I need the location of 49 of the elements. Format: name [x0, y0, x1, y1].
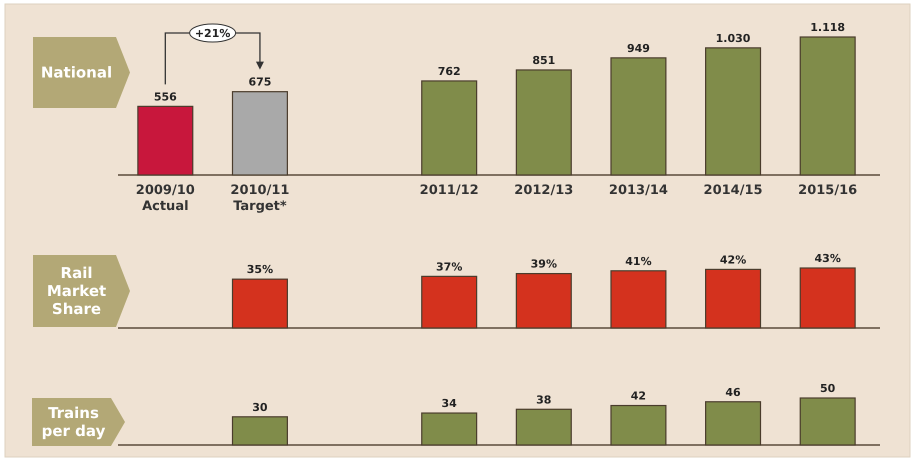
data-label: 675 — [248, 76, 272, 89]
data-label: 949 — [626, 42, 650, 55]
bar — [232, 91, 288, 176]
data-label: 43% — [814, 252, 841, 265]
bar — [610, 404, 666, 446]
data-label: 556 — [154, 90, 178, 104]
bar — [421, 80, 478, 176]
x-tick-label: 2015/16 — [798, 183, 858, 198]
data-label: 35% — [246, 263, 274, 276]
x-tick-label: 2011/12 — [420, 183, 479, 198]
data-label: 50 — [820, 382, 836, 395]
bar — [137, 106, 194, 176]
x-tick-label: 2012/13 — [514, 183, 574, 198]
x-tick-label: 2009/10 Actual — [136, 183, 195, 214]
bar — [516, 408, 572, 446]
data-label: 46 — [725, 386, 742, 399]
bar — [421, 412, 478, 446]
bar — [705, 47, 762, 176]
bar — [800, 397, 856, 446]
text: Trains per day — [42, 404, 106, 440]
data-label: 38 — [536, 393, 552, 406]
x-tick-label: 2010/11 Target* — [230, 183, 290, 214]
data-label: 851 — [532, 54, 556, 67]
data-label: 37% — [436, 260, 462, 274]
data-label: 1.118 — [810, 21, 846, 34]
x-tick-label: 2014/15 — [704, 183, 763, 198]
bar — [421, 276, 478, 329]
data-label: 41% — [625, 254, 652, 268]
text: Rail Market Share — [46, 264, 106, 318]
x-tick-label: 2013/14 — [608, 183, 668, 198]
annotation: +21% — [194, 27, 230, 40]
bar — [800, 36, 856, 176]
bar — [705, 268, 762, 329]
bar — [232, 416, 288, 446]
bar — [705, 401, 762, 446]
data-label: 762 — [438, 64, 461, 78]
bar — [232, 278, 288, 329]
bar — [610, 57, 666, 176]
data-label: 1.030 — [716, 32, 751, 45]
data-label: 42% — [720, 253, 746, 266]
data-label: 30 — [252, 400, 268, 414]
bar — [610, 270, 666, 329]
data-label: 34 — [442, 397, 458, 410]
data-label: 39% — [530, 258, 557, 271]
data-label: 42 — [630, 390, 646, 403]
text: National — [40, 64, 112, 82]
bar — [516, 272, 572, 329]
bar — [516, 69, 572, 176]
bar — [800, 267, 856, 329]
